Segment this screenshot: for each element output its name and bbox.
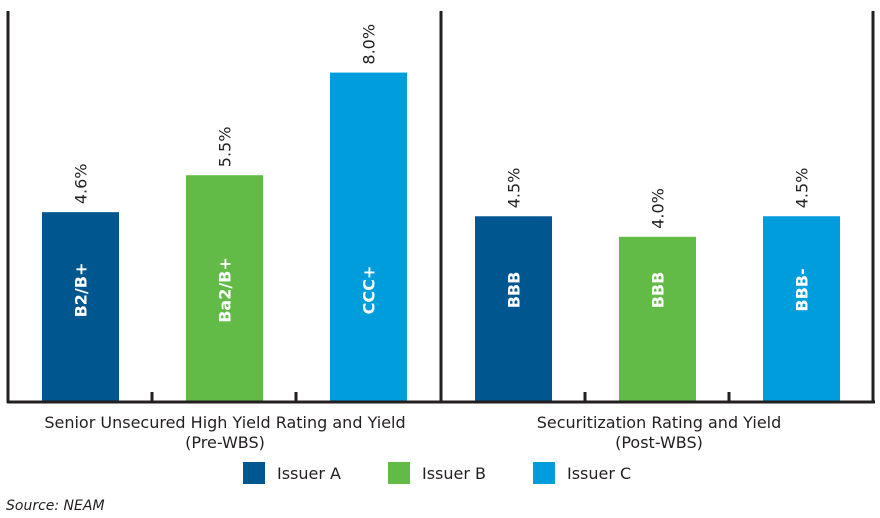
group-label-2-line1: Securitization Rating and Yield <box>537 413 782 432</box>
group-labels: Senior Unsecured High Yield Rating and Y… <box>44 413 781 452</box>
legend-swatch-issuer-c <box>533 462 555 484</box>
bar-issuer-b <box>186 175 263 401</box>
group-label-1-line1: Senior Unsecured High Yield Rating and Y… <box>44 413 405 432</box>
bars-layer: 4.6% B2/B+ 5.5% Ba2/B+ 8.0% CCC+ 4.5% BBB 4.0% BB… <box>42 24 840 401</box>
legend-label-issuer-a: Issuer A <box>277 464 341 483</box>
value-label: 4.6% <box>72 164 91 205</box>
bar-issuer-c <box>330 72 407 401</box>
rating-label: BBB <box>505 272 524 309</box>
value-label: 4.5% <box>793 168 812 209</box>
source-note: Source: NEAM <box>6 498 105 514</box>
rating-label: Ba2/B+ <box>216 257 235 323</box>
rating-label: B2/B+ <box>72 263 91 318</box>
axes-layer <box>6 11 875 404</box>
legend: Issuer A Issuer B Issuer C <box>243 462 631 484</box>
legend-label-issuer-c: Issuer C <box>567 464 631 483</box>
rating-label: BBB- <box>793 268 812 311</box>
rating-label: BBB <box>649 272 668 309</box>
legend-label-issuer-b: Issuer B <box>422 464 486 483</box>
bar-issuer-a <box>42 212 119 401</box>
bar-issuer-b <box>619 236 696 401</box>
group-label-2-line2: (Post-WBS) <box>615 433 703 452</box>
value-label: 8.0% <box>360 24 379 65</box>
value-label: 4.5% <box>505 168 524 209</box>
group-label-1-line2: (Pre-WBS) <box>185 433 265 452</box>
bar-issuer-c <box>763 216 840 401</box>
legend-swatch-issuer-a <box>243 462 265 484</box>
legend-swatch-issuer-b <box>388 462 410 484</box>
bar-issuer-a <box>475 216 552 401</box>
value-label: 5.5% <box>216 127 235 168</box>
value-label: 4.0% <box>649 188 668 229</box>
rating-label: CCC+ <box>360 266 379 315</box>
